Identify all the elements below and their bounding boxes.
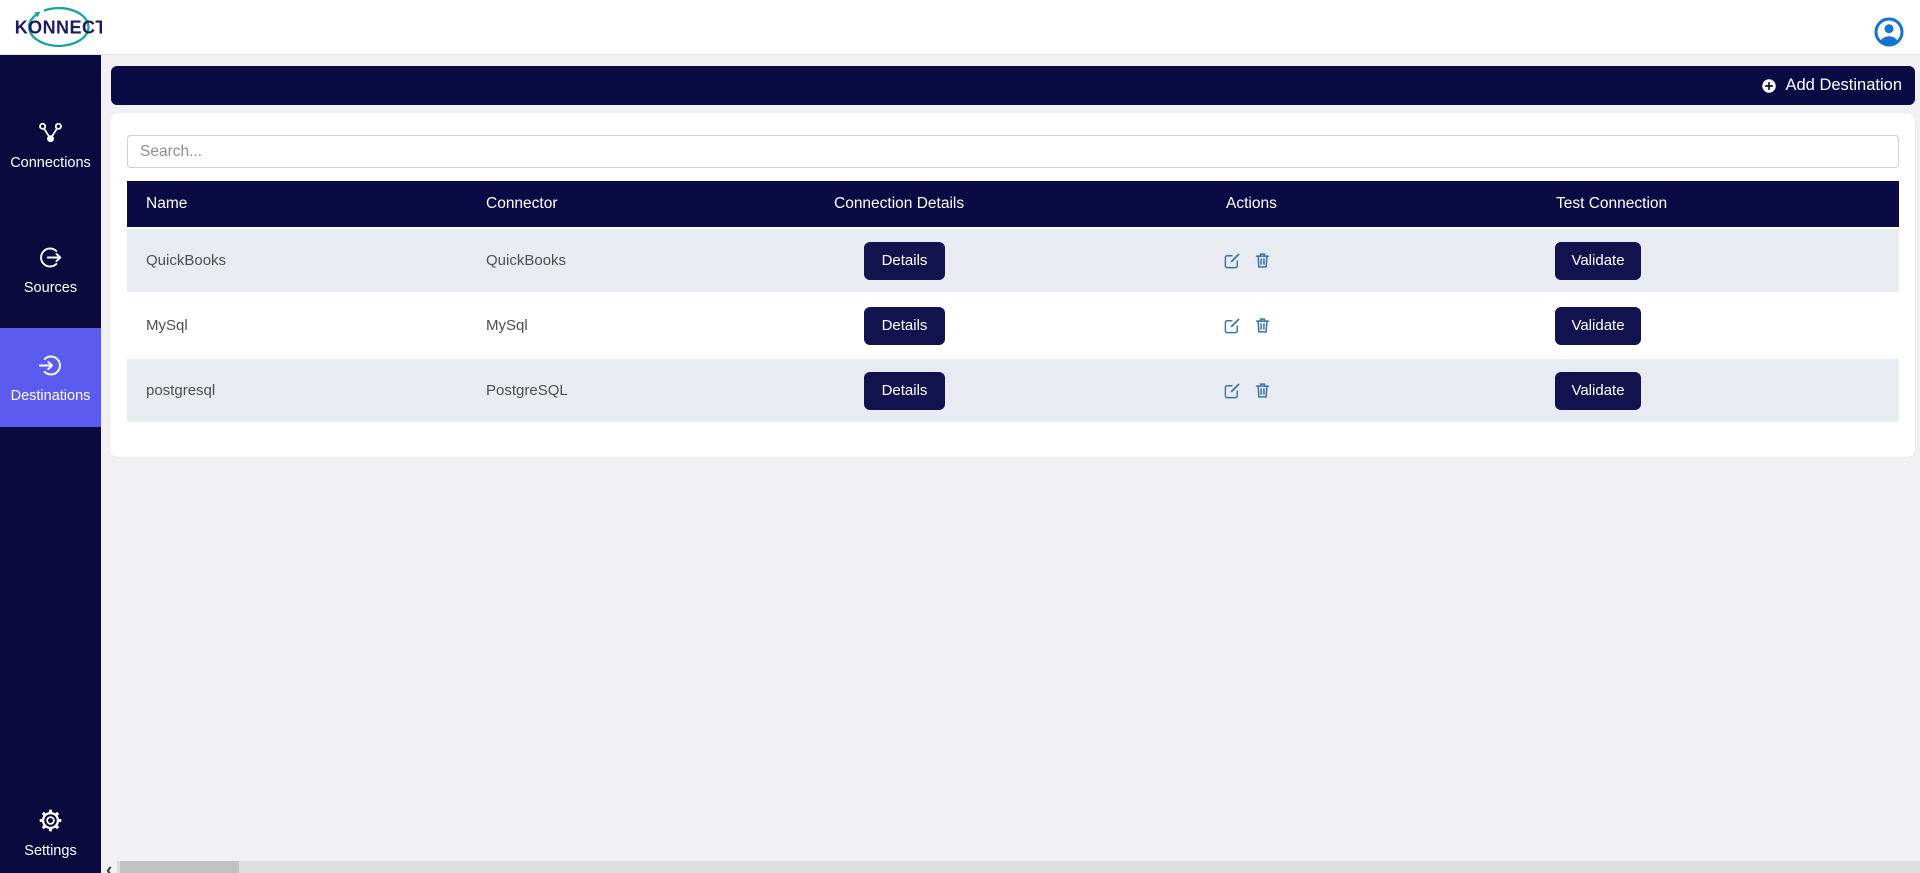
sidebar-item-label: Settings [24, 843, 77, 859]
add-destination-label: Add Destination [1785, 76, 1903, 94]
column-header-connection-details: Connection Details [834, 195, 965, 212]
table-row: QuickBooks QuickBooks Details [127, 227, 1899, 292]
edit-button[interactable] [1223, 251, 1243, 271]
edit-icon [1224, 383, 1240, 399]
destinations-table: Name Connector Connection Details Action… [127, 181, 1899, 422]
sidebar-item-connections[interactable]: Connections [0, 119, 101, 171]
destination-connector: MySql [486, 317, 528, 334]
horizontal-scrollbar: ‹ [101, 860, 1920, 873]
validate-button[interactable]: Validate [1555, 241, 1641, 280]
page-action-bar: Add Destination [111, 66, 1915, 105]
top-header: KONNECT [0, 0, 1920, 55]
column-header-connector: Connector [486, 195, 558, 212]
destination-connector: QuickBooks [486, 252, 567, 269]
sidebar: Connections Sources Destinations [0, 55, 101, 873]
delete-button[interactable] [1253, 381, 1273, 401]
validate-button[interactable]: Validate [1555, 371, 1641, 410]
sidebar-item-sources[interactable]: Sources [0, 244, 101, 296]
gear-icon [39, 809, 62, 832]
delete-button[interactable] [1253, 316, 1273, 336]
sidebar-item-label: Sources [23, 280, 78, 296]
destination-name: postgresql [146, 382, 216, 399]
edit-button[interactable] [1223, 381, 1243, 401]
column-header-actions: Actions [1226, 195, 1277, 212]
trash-icon [1255, 383, 1270, 398]
table-body: QuickBooks QuickBooks Details [127, 227, 1899, 422]
destinations-icon [38, 355, 61, 375]
table-row: MySql MySql Details [127, 292, 1899, 357]
sidebar-item-destinations[interactable]: Destinations [0, 328, 101, 427]
trash-icon [1255, 318, 1270, 333]
edit-icon [1224, 253, 1240, 269]
logo-text: KONNECT [15, 17, 102, 37]
search-input[interactable] [127, 135, 1899, 168]
trash-icon [1255, 253, 1270, 268]
logo-arrowhead-icon [34, 11, 41, 18]
plus-circle-icon [1761, 78, 1776, 93]
person-circle-icon[interactable] [1874, 17, 1904, 47]
column-header-name: Name [146, 195, 188, 212]
column-header-test-connection: Test Connection [1556, 195, 1668, 212]
details-button[interactable]: Details [864, 306, 945, 345]
validate-button[interactable]: Validate [1555, 306, 1641, 345]
scrollbar-track[interactable] [117, 861, 1920, 873]
details-button[interactable]: Details [864, 371, 945, 410]
delete-button[interactable] [1253, 251, 1273, 271]
edit-icon [1224, 318, 1240, 334]
destination-connector: PostgreSQL [486, 382, 568, 399]
sources-icon [40, 247, 62, 268]
destinations-card: Name Connector Connection Details Action… [110, 113, 1915, 457]
sidebar-item-label: Destinations [10, 387, 91, 404]
logo-circle-arrow-icon [27, 6, 90, 48]
scroll-left-icon[interactable]: ‹ [106, 860, 113, 873]
table-row: postgresql PostgreSQL Details [127, 357, 1899, 422]
konnect-logo[interactable]: KONNECT [12, 2, 102, 52]
table-header-row: Name Connector Connection Details Action… [127, 181, 1899, 227]
main-content: Add Destination Name Connector Connectio… [101, 55, 1920, 873]
sidebar-item-label: Connections [10, 155, 91, 171]
scrollbar-thumb[interactable] [120, 861, 239, 873]
edit-button[interactable] [1223, 316, 1243, 336]
destination-name: MySql [146, 317, 188, 334]
connections-icon [39, 122, 62, 143]
add-destination-button[interactable]: Add Destination [1760, 76, 1903, 95]
sidebar-item-settings[interactable]: Settings [0, 807, 101, 859]
details-button[interactable]: Details [864, 241, 945, 280]
destination-name: QuickBooks [146, 252, 227, 269]
